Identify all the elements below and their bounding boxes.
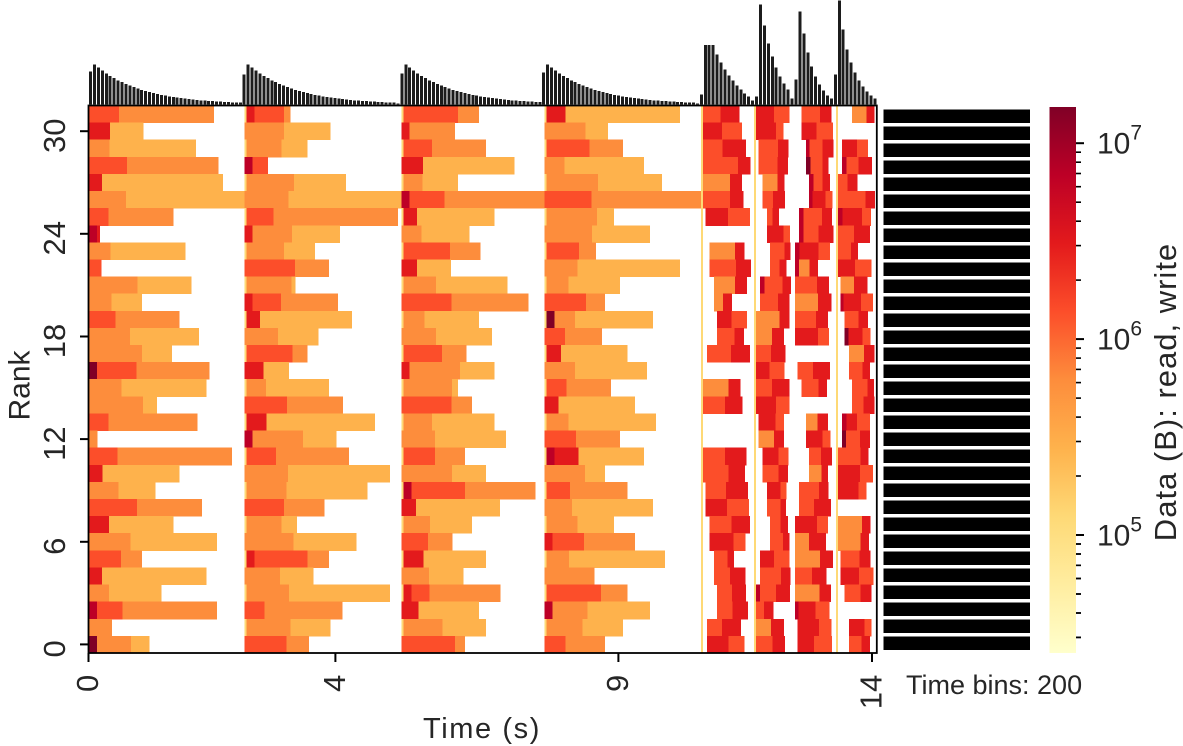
svg-text:Time bins: 200: Time bins: 200 <box>906 670 1082 700</box>
svg-text:12: 12 <box>37 426 72 460</box>
svg-text:Data (B): read, write: Data (B): read, write <box>1148 243 1183 541</box>
svg-text:24: 24 <box>37 221 72 255</box>
svg-text:6: 6 <box>37 538 72 555</box>
svg-text:9: 9 <box>600 675 635 692</box>
svg-text:Time (s): Time (s) <box>423 713 541 745</box>
svg-text:18: 18 <box>37 324 72 358</box>
svg-text:0: 0 <box>70 675 105 692</box>
svg-text:14: 14 <box>854 675 889 709</box>
svg-text:0: 0 <box>37 640 72 657</box>
svg-text:Rank: Rank <box>4 349 37 420</box>
svg-text:4: 4 <box>317 675 352 692</box>
svg-text:30: 30 <box>37 118 72 152</box>
